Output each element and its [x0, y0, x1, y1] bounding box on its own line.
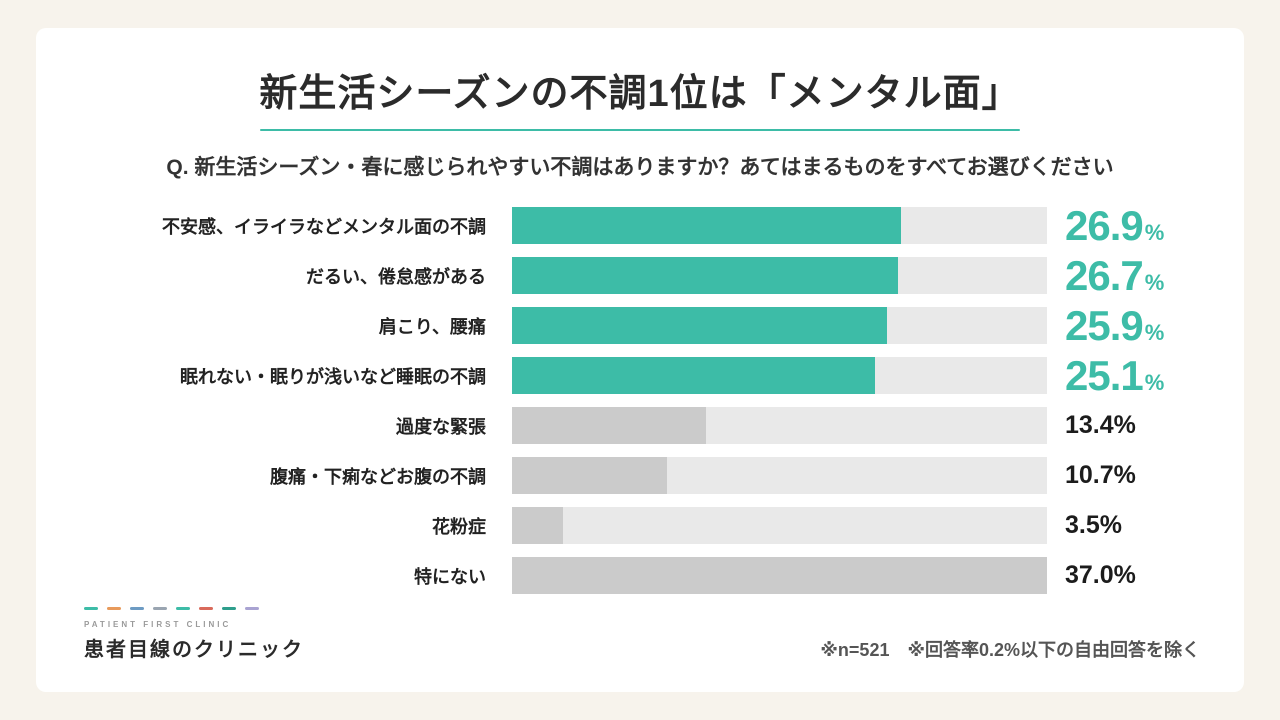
bar-fill [512, 557, 1047, 594]
value-label: 13.4% [1065, 411, 1136, 439]
bar-fill [512, 407, 706, 444]
value-label: 10.7% [1065, 461, 1136, 489]
chart-row: だるい、倦怠感がある 26.7% [72, 252, 1208, 299]
bar-track [512, 407, 1047, 444]
survey-question: Q. 新生活シーズン・春に感じられやすい不調はありますか？あてはまるものをすべて… [166, 156, 1114, 179]
value-label: 25.9% [1065, 301, 1165, 349]
value-label: 25.1% [1065, 351, 1165, 399]
logo-dashes-icon [84, 607, 304, 610]
bar-chart: 不安感、イライラなどメンタル面の不調 26.9% だるい、倦怠感がある 26.7… [72, 202, 1208, 607]
page-title: 新生活シーズンの不調1位は「メンタル面」 [259, 73, 1021, 115]
bar-track [512, 307, 1047, 344]
chart-row: 腹痛・下痢などお腹の不調 10.7% [72, 457, 1208, 494]
chart-row: 過度な緊張 13.4% [72, 407, 1208, 444]
category-label: 花粉症 [432, 516, 486, 537]
category-label: 不安感、イライラなどメンタル面の不調 [162, 216, 486, 237]
footer: PATIENT FIRST CLINIC 患者目線のクリニック ※n=521 ※… [72, 607, 1208, 668]
category-label: 肩こり、腰痛 [378, 316, 486, 337]
category-label: 腹痛・下痢などお腹の不調 [270, 466, 486, 487]
chart-row: 特にない 37.0% [72, 557, 1208, 594]
chart-row: 不安感、イライラなどメンタル面の不調 26.9% [72, 202, 1208, 249]
logo-name: 患者目線のクリニック [84, 639, 304, 661]
bar-fill [512, 257, 899, 294]
title-underline [260, 129, 1020, 131]
bar-track [512, 557, 1047, 594]
category-label: だるい、倦怠感がある [306, 266, 486, 287]
bar-track [512, 207, 1047, 244]
survey-note: ※n=521 ※回答率0.2%以下の自由回答を除く [820, 640, 1200, 660]
category-label: 過度な緊張 [396, 416, 486, 437]
bar-track [512, 357, 1047, 394]
infographic-card: 新生活シーズンの不調1位は「メンタル面」 Q. 新生活シーズン・春に感じられやす… [36, 28, 1244, 692]
chart-row: 肩こり、腰痛 25.9% [72, 302, 1208, 349]
value-label: 37.0% [1065, 561, 1136, 589]
clinic-logo: PATIENT FIRST CLINIC 患者目線のクリニック [84, 607, 304, 662]
chart-row: 眠れない・眠りが浅いなど睡眠の不調 25.1% [72, 352, 1208, 399]
value-label: 3.5% [1065, 511, 1122, 539]
chart-row: 花粉症 3.5% [72, 507, 1208, 544]
value-label: 26.9% [1065, 201, 1165, 249]
bar-fill [512, 357, 875, 394]
bar-fill [512, 307, 887, 344]
value-label: 26.7% [1065, 251, 1165, 299]
bar-fill [512, 207, 901, 244]
bar-fill [512, 507, 563, 544]
bar-track [512, 507, 1047, 544]
bar-track [512, 257, 1047, 294]
logo-tagline: PATIENT FIRST CLINIC [84, 620, 232, 629]
bar-track [512, 457, 1047, 494]
category-label: 眠れない・眠りが浅いなど睡眠の不調 [180, 366, 486, 387]
bar-fill [512, 457, 667, 494]
category-label: 特にない [414, 566, 486, 587]
